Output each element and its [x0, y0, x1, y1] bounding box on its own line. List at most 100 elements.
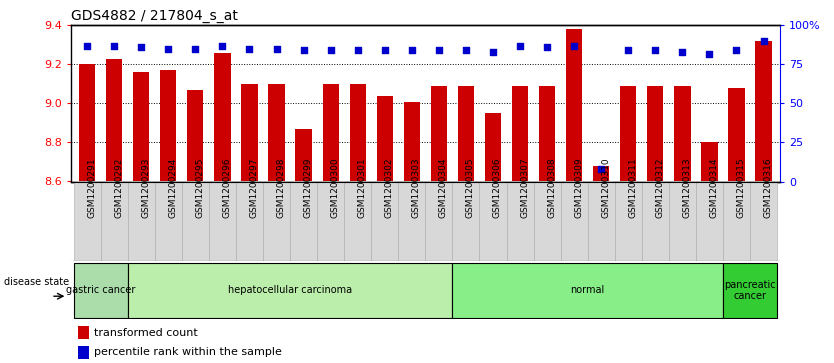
Bar [485, 113, 501, 182]
Point [108, 43, 121, 49]
Bar [133, 72, 149, 182]
FancyBboxPatch shape [73, 262, 128, 318]
FancyBboxPatch shape [425, 182, 452, 261]
FancyBboxPatch shape [615, 182, 642, 261]
Text: GSM1200314: GSM1200314 [710, 158, 718, 218]
Text: GSM1200305: GSM1200305 [466, 158, 475, 218]
Point [703, 50, 716, 56]
Bar [188, 90, 203, 182]
Point [378, 48, 391, 53]
FancyBboxPatch shape [182, 182, 208, 261]
Point [216, 43, 229, 49]
Bar [647, 86, 663, 182]
FancyBboxPatch shape [236, 182, 263, 261]
FancyBboxPatch shape [723, 262, 777, 318]
FancyBboxPatch shape [128, 262, 452, 318]
Point [514, 43, 527, 49]
FancyBboxPatch shape [399, 182, 425, 261]
Text: GSM1200316: GSM1200316 [764, 158, 772, 218]
Text: disease state: disease state [3, 277, 68, 287]
Point [595, 166, 608, 172]
FancyBboxPatch shape [534, 182, 560, 261]
Point [270, 46, 284, 52]
FancyBboxPatch shape [452, 262, 723, 318]
Point [460, 48, 473, 53]
FancyBboxPatch shape [101, 182, 128, 261]
Bar [377, 95, 393, 182]
Text: GSM1200292: GSM1200292 [114, 158, 123, 218]
Text: GSM1200313: GSM1200313 [682, 158, 691, 218]
Text: GSM1200293: GSM1200293 [141, 158, 150, 218]
Text: GSM1200302: GSM1200302 [384, 158, 394, 218]
Text: GDS4882 / 217804_s_at: GDS4882 / 217804_s_at [71, 9, 238, 23]
FancyBboxPatch shape [344, 182, 371, 261]
Point [134, 44, 148, 50]
FancyBboxPatch shape [155, 182, 182, 261]
Bar [404, 102, 420, 182]
FancyBboxPatch shape [128, 182, 155, 261]
FancyBboxPatch shape [208, 182, 236, 261]
Text: GSM1200303: GSM1200303 [412, 158, 421, 218]
FancyBboxPatch shape [696, 182, 723, 261]
FancyBboxPatch shape [452, 182, 480, 261]
Point [567, 43, 580, 49]
Bar [78, 346, 88, 359]
Bar [269, 84, 284, 182]
Text: GSM1200298: GSM1200298 [277, 158, 285, 218]
FancyBboxPatch shape [560, 182, 588, 261]
Bar [214, 53, 230, 181]
Bar [512, 86, 528, 182]
Bar [430, 86, 447, 182]
Bar [349, 84, 366, 182]
Text: GSM1200291: GSM1200291 [87, 158, 96, 218]
FancyBboxPatch shape [723, 182, 750, 261]
Point [297, 48, 310, 53]
Bar [756, 41, 771, 182]
Point [243, 46, 256, 52]
Bar [593, 166, 610, 182]
Text: pancreatic
cancer: pancreatic cancer [724, 280, 776, 301]
Point [730, 48, 743, 53]
Bar [79, 64, 95, 182]
Text: GSM1200312: GSM1200312 [656, 158, 665, 218]
Point [486, 49, 500, 55]
Text: normal: normal [570, 285, 605, 295]
Bar [701, 142, 717, 182]
FancyBboxPatch shape [588, 182, 615, 261]
Point [676, 49, 689, 55]
Text: GSM1200294: GSM1200294 [168, 158, 178, 218]
FancyBboxPatch shape [480, 182, 506, 261]
Text: GSM1200304: GSM1200304 [439, 158, 448, 218]
Bar [241, 84, 258, 182]
FancyBboxPatch shape [669, 182, 696, 261]
Bar [566, 29, 582, 181]
Point [621, 48, 635, 53]
Text: GSM1200311: GSM1200311 [628, 158, 637, 218]
Text: GSM1200315: GSM1200315 [736, 158, 746, 218]
Text: GSM1200309: GSM1200309 [574, 158, 583, 218]
Point [324, 48, 337, 53]
Bar [539, 86, 555, 182]
Point [432, 48, 445, 53]
Bar [106, 58, 123, 182]
Text: GSM1200310: GSM1200310 [601, 158, 610, 218]
Text: GSM1200296: GSM1200296 [223, 158, 231, 218]
Text: GSM1200300: GSM1200300 [330, 158, 339, 218]
FancyBboxPatch shape [73, 182, 101, 261]
Text: transformed count: transformed count [93, 327, 198, 338]
Bar [295, 129, 312, 182]
Bar [728, 88, 745, 182]
Bar [78, 326, 88, 339]
Text: GSM1200297: GSM1200297 [249, 158, 259, 218]
FancyBboxPatch shape [317, 182, 344, 261]
Point [540, 44, 554, 50]
Bar [458, 86, 474, 182]
Bar [160, 70, 177, 182]
FancyBboxPatch shape [263, 182, 290, 261]
Point [162, 46, 175, 52]
FancyBboxPatch shape [750, 182, 777, 261]
Point [649, 48, 662, 53]
Bar [674, 86, 691, 182]
Point [405, 48, 419, 53]
FancyBboxPatch shape [290, 182, 317, 261]
